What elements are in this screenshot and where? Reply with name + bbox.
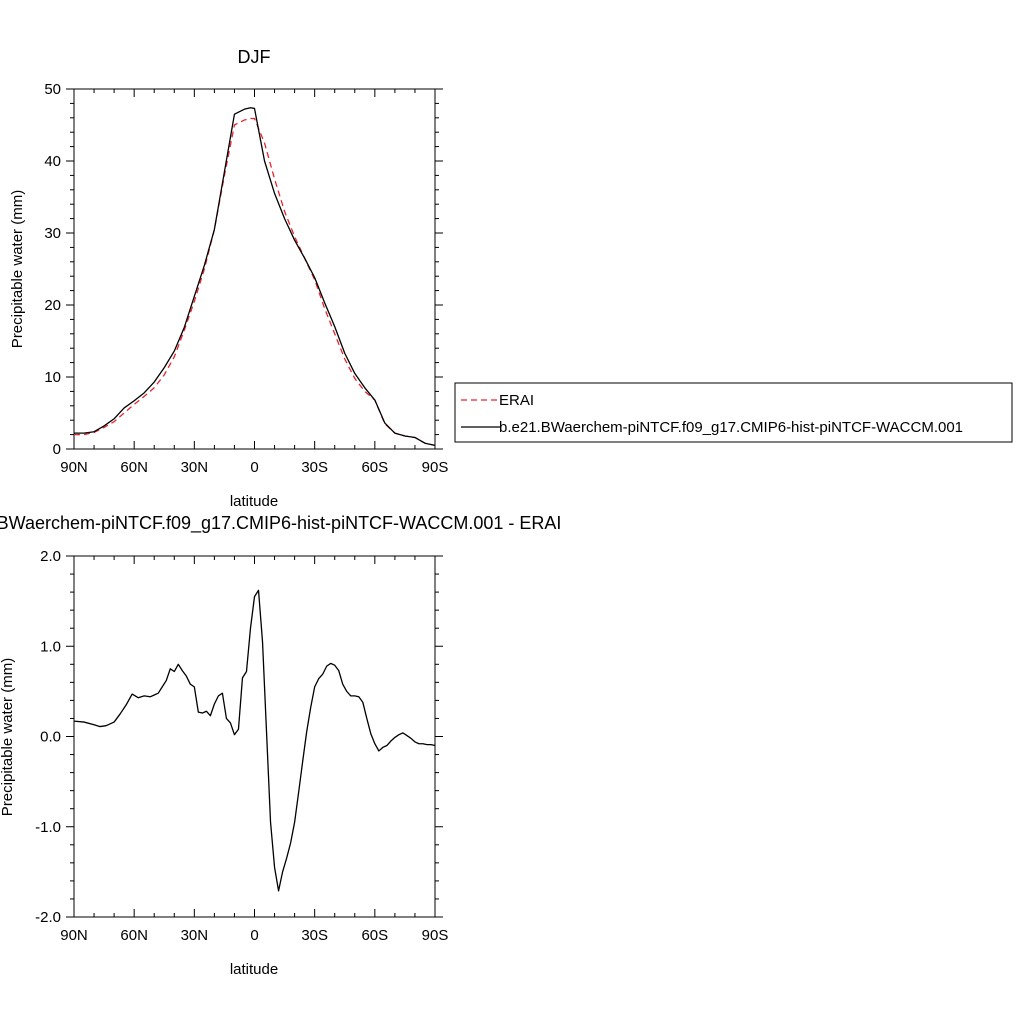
bottom-y-tick-label: -2.0 [35,909,61,926]
top-x-tick-label: 0 [250,459,258,476]
top-y-axis-label: Precipitable water (mm) [9,190,26,348]
bottom-x-tick-label: 0 [250,927,258,944]
bottom-y-tick-label: 1.0 [40,638,61,655]
bottom-x-tick-label: 90S [422,927,449,944]
top-panel: DJF Precipitable water (mm) latitude 90N… [9,47,448,510]
top-plot-frame [73,88,436,450]
bottom-panel: b.e21.BWaerchem-piNTCF.f09_g17.CMIP6-his… [0,513,561,978]
top-x-tick-label: 60S [361,459,388,476]
bottom-x-tick-label: 60S [361,927,388,944]
top-y-tick-label: 20 [44,297,61,314]
top-chart-title: DJF [238,47,271,67]
bottom-y-tick-label: 2.0 [40,548,61,565]
bottom-chart-title: b.e21.BWaerchem-piNTCF.f09_g17.CMIP6-his… [0,513,561,534]
bottom-plot-frame [73,555,436,918]
bottom-series-lines [73,589,436,892]
legend-box [454,382,1013,443]
bottom-x-tick-label: 60N [120,927,148,944]
legend: ERAI b.e21.BWaerchem-piNTCF.f09_g17.CMIP… [454,382,1013,443]
top-x-tick-label: 30N [181,459,209,476]
bottom-y-tick-label: -1.0 [35,819,61,836]
bottom-axis-ticks: 90N 60N 30N 0 30S 60S 90S -2.0 -1.0 0.0 1.0 2.0 [35,548,448,944]
top-x-tick-label: 30S [301,459,328,476]
top-y-tick-label: 50 [44,81,61,98]
bottom-y-axis-label: Precipitable water (mm) [0,658,16,816]
top-x-tick-label: 90S [422,459,449,476]
top-series-line-1 [74,107,436,447]
top-y-tick-label: 30 [44,225,61,242]
top-y-tick-label: 0 [53,441,61,458]
top-x-axis-label: latitude [230,493,278,510]
bottom-x-tick-label: 30N [181,927,209,944]
bottom-x-tick-label: 90N [60,927,88,944]
top-y-tick-label: 40 [44,153,61,170]
legend-label-model: b.e21.BWaerchem-piNTCF.f09_g17.CMIP6-his… [499,419,963,436]
legend-label-erai: ERAI [499,392,534,409]
top-y-tick-label: 10 [44,369,61,386]
bottom-x-tick-label: 30S [301,927,328,944]
top-series-line-0 [74,117,436,447]
bottom-x-axis-label: latitude [230,961,278,978]
top-x-tick-label: 90N [60,459,88,476]
top-series-lines [74,107,436,447]
bottom-series-line-0 [73,589,436,892]
bottom-y-tick-label: 0.0 [40,729,61,746]
top-axis-ticks: 90N 60N 30N 0 30S 60S 90S 0 10 20 30 40 50 [44,81,448,476]
top-x-tick-label: 60N [120,459,148,476]
